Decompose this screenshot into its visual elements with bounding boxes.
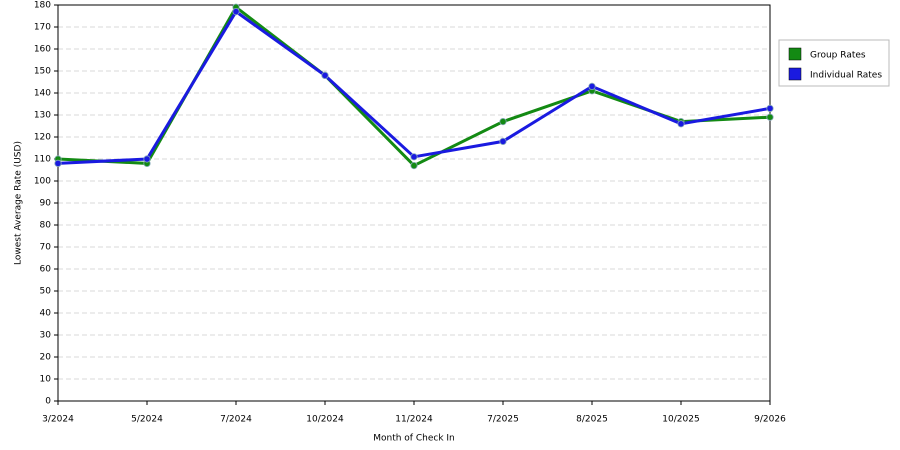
x-axis-label: Month of Check In (373, 434, 455, 444)
y-tick-label: 0 (45, 397, 51, 407)
data-point (232, 8, 240, 16)
y-tick-label: 100 (34, 177, 51, 187)
x-tick-label: 10/2024 (306, 415, 344, 425)
data-point (766, 113, 774, 121)
y-tick-label: 120 (34, 133, 51, 143)
x-tick-label: 5/2024 (131, 415, 163, 425)
y-tick-label: 80 (40, 221, 52, 231)
legend-swatch (788, 47, 802, 61)
x-tick-label: 7/2025 (487, 415, 519, 425)
y-tick-label: 30 (40, 331, 52, 341)
data-point (499, 137, 507, 145)
y-tick-label: 110 (34, 155, 51, 165)
legend-swatch (788, 67, 802, 81)
data-point (410, 162, 418, 170)
x-tick-label: 3/2024 (42, 415, 74, 425)
y-tick-label: 60 (40, 265, 52, 275)
data-point (321, 71, 329, 80)
data-point (410, 153, 418, 161)
x-tick-label: 10/2025 (662, 415, 699, 425)
series-line (57, 4, 771, 168)
data-point (677, 120, 685, 128)
x-tick-label: 7/2024 (220, 415, 252, 425)
data-point (588, 82, 596, 91)
legend-label: Group Rates (810, 51, 866, 61)
y-tick-label: 40 (40, 309, 52, 319)
y-tick-label: 10 (40, 375, 52, 385)
x-tick-label: 9/2026 (754, 415, 786, 425)
y-tick-label: 160 (34, 45, 51, 55)
y-tick-label: 130 (34, 111, 51, 121)
series-line (57, 9, 771, 165)
y-tick-label: 50 (40, 287, 52, 297)
y-tick-label: 140 (34, 89, 51, 99)
y-tick-label: 90 (40, 199, 52, 209)
y-tick-label: 20 (40, 353, 52, 363)
y-tick-label: 180 (34, 1, 51, 11)
x-tick-label: 8/2025 (576, 415, 608, 425)
data-point (143, 155, 151, 163)
data-point (766, 104, 774, 113)
data-point (499, 118, 507, 126)
y-tick-label: 150 (34, 67, 51, 77)
y-axis-label: Lowest Average Rate (USD) (14, 141, 24, 265)
y-tick-label: 170 (34, 23, 51, 33)
data-point (54, 159, 62, 167)
x-tick-label: 11/2024 (395, 415, 433, 425)
legend-label: Individual Rates (810, 71, 882, 81)
y-tick-label: 70 (40, 243, 52, 253)
